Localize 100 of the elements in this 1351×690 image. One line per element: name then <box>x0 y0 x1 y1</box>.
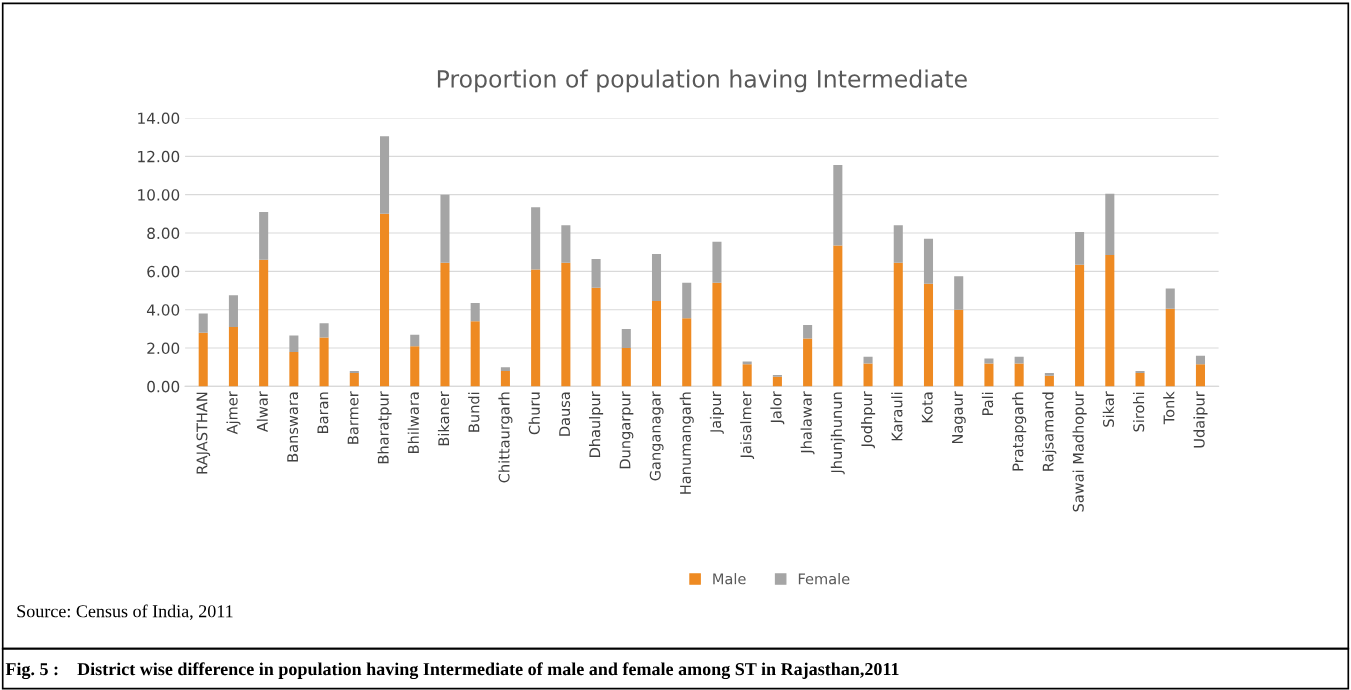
y-tick-label: 2.00 <box>147 342 180 355</box>
x-tick-label: Churu <box>528 392 540 435</box>
x-tick-label: Tonk <box>1163 391 1175 425</box>
bar <box>561 225 571 263</box>
x-tick-label: Jaipur <box>709 391 725 434</box>
bar <box>772 376 782 387</box>
bar <box>259 211 269 260</box>
bar <box>198 313 208 333</box>
x-tick-label: Baran <box>317 392 329 433</box>
bar <box>833 245 843 387</box>
x-tick-label: Sirohi <box>1132 392 1145 432</box>
bar <box>1165 308 1175 387</box>
x-tick-label: Sikar <box>1102 391 1115 427</box>
bar <box>1105 255 1115 387</box>
x-tick-label: Jodhpur <box>861 391 876 449</box>
bar <box>893 225 903 263</box>
bar <box>319 323 329 338</box>
x-tick-label: Bikaner <box>437 391 450 446</box>
x-tick-label: Jaisalmer <box>740 391 755 460</box>
bar <box>742 361 752 365</box>
x-tick-label: Jhalawar <box>800 391 815 455</box>
x-tick-label: Rajsamand <box>1042 392 1057 471</box>
bar <box>561 262 571 387</box>
legend-label: Male <box>713 573 746 585</box>
bar <box>228 326 238 387</box>
bar <box>923 283 934 387</box>
x-tick-label: Bundi <box>468 392 480 432</box>
x-tick-label: Ajmer <box>226 391 241 435</box>
bar <box>1195 364 1205 387</box>
bar <box>621 328 631 349</box>
x-tick-label: Kota <box>921 392 933 423</box>
bar <box>1044 372 1054 376</box>
bar <box>440 194 450 263</box>
x-tick-label: Jhunjhunun <box>830 392 845 475</box>
bar <box>531 207 541 270</box>
bar <box>1044 375 1054 387</box>
bar <box>651 301 662 387</box>
x-tick-label: Nagaur <box>952 391 966 444</box>
bar <box>410 334 420 347</box>
y-tick-label: 10.00 <box>138 189 180 201</box>
bar <box>440 262 450 387</box>
bar <box>712 241 722 283</box>
bar <box>803 338 813 387</box>
x-tick-label: Dungarpur <box>619 391 634 469</box>
x-tick-label: Bhilwara <box>407 392 419 453</box>
bar <box>410 346 420 387</box>
bar <box>289 335 299 352</box>
bar <box>1014 363 1024 387</box>
bar <box>500 371 510 387</box>
y-tick-label: 8.00 <box>147 227 180 240</box>
bar <box>621 348 631 387</box>
bar <box>863 363 873 387</box>
bar <box>591 287 601 387</box>
x-tick-label: Dausa <box>559 392 571 436</box>
x-tick-label: Bharatpur <box>377 391 392 464</box>
x-tick-label: Hanumangarh <box>679 392 694 494</box>
bar <box>954 309 964 387</box>
bar <box>380 136 390 214</box>
bar <box>682 282 692 319</box>
x-tick-label: Ganganagar <box>649 391 664 481</box>
chart-title: Proportion of population having Intermediate <box>437 69 967 93</box>
x-tick-label: Pali <box>981 392 994 416</box>
bar <box>651 254 662 302</box>
bar <box>380 213 390 387</box>
bar <box>1105 193 1115 256</box>
bar <box>198 332 208 387</box>
bar <box>259 259 269 387</box>
x-tick-label: Banswara <box>287 392 299 462</box>
x-tick-label: RAJASTHAN <box>196 392 211 474</box>
x-tick-label: Sawai Madhopur <box>1072 391 1087 512</box>
bar <box>591 258 601 288</box>
bar <box>923 238 934 284</box>
y-tick-label: 6.00 <box>147 265 180 278</box>
x-tick-label: Pratapgarh <box>1012 392 1027 471</box>
x-tick-label: Chittaurgarh <box>498 392 513 483</box>
bar <box>954 276 964 310</box>
bar <box>833 164 843 246</box>
y-tick-label: 14.00 <box>138 112 180 125</box>
bar <box>1075 264 1085 387</box>
bar <box>1165 288 1175 309</box>
x-tick-label: Udaipur <box>1193 391 1208 448</box>
x-tick-label: Barmer <box>347 391 359 444</box>
bar <box>349 372 359 387</box>
bar <box>742 364 752 387</box>
y-tick-label: 12.00 <box>138 150 180 163</box>
bar <box>470 321 480 387</box>
x-tick-label: Jalor <box>770 391 785 425</box>
y-tick-label: 4.00 <box>146 304 180 316</box>
bar <box>228 295 238 327</box>
bar <box>289 351 299 387</box>
bar <box>712 282 722 387</box>
source-note: Source: Census of India, 2011 <box>17 604 233 620</box>
caption: Fig. 5 : District wise difference in population having Intermediate of male and female among ST in Rajasthan,2011 <box>5 662 899 680</box>
x-tick-label: Alwar <box>256 391 268 433</box>
bar <box>1195 355 1205 365</box>
legend-label: Female <box>798 573 850 585</box>
bar <box>682 318 692 387</box>
x-tick-label: Dhaulpur <box>589 391 604 458</box>
bar <box>803 325 813 339</box>
bar <box>1135 372 1145 387</box>
